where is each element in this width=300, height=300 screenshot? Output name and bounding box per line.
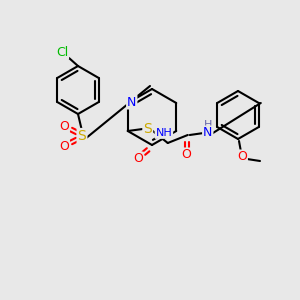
Text: O: O bbox=[59, 140, 69, 152]
Text: O: O bbox=[237, 151, 247, 164]
Text: H: H bbox=[204, 120, 212, 130]
Text: NH: NH bbox=[155, 128, 172, 138]
Text: S: S bbox=[78, 129, 86, 143]
Text: O: O bbox=[181, 148, 191, 161]
Text: S: S bbox=[143, 122, 152, 136]
Text: N: N bbox=[203, 127, 212, 140]
Text: Cl: Cl bbox=[56, 46, 68, 59]
Text: O: O bbox=[59, 119, 69, 133]
Text: N: N bbox=[127, 95, 136, 109]
Text: O: O bbox=[133, 152, 143, 166]
